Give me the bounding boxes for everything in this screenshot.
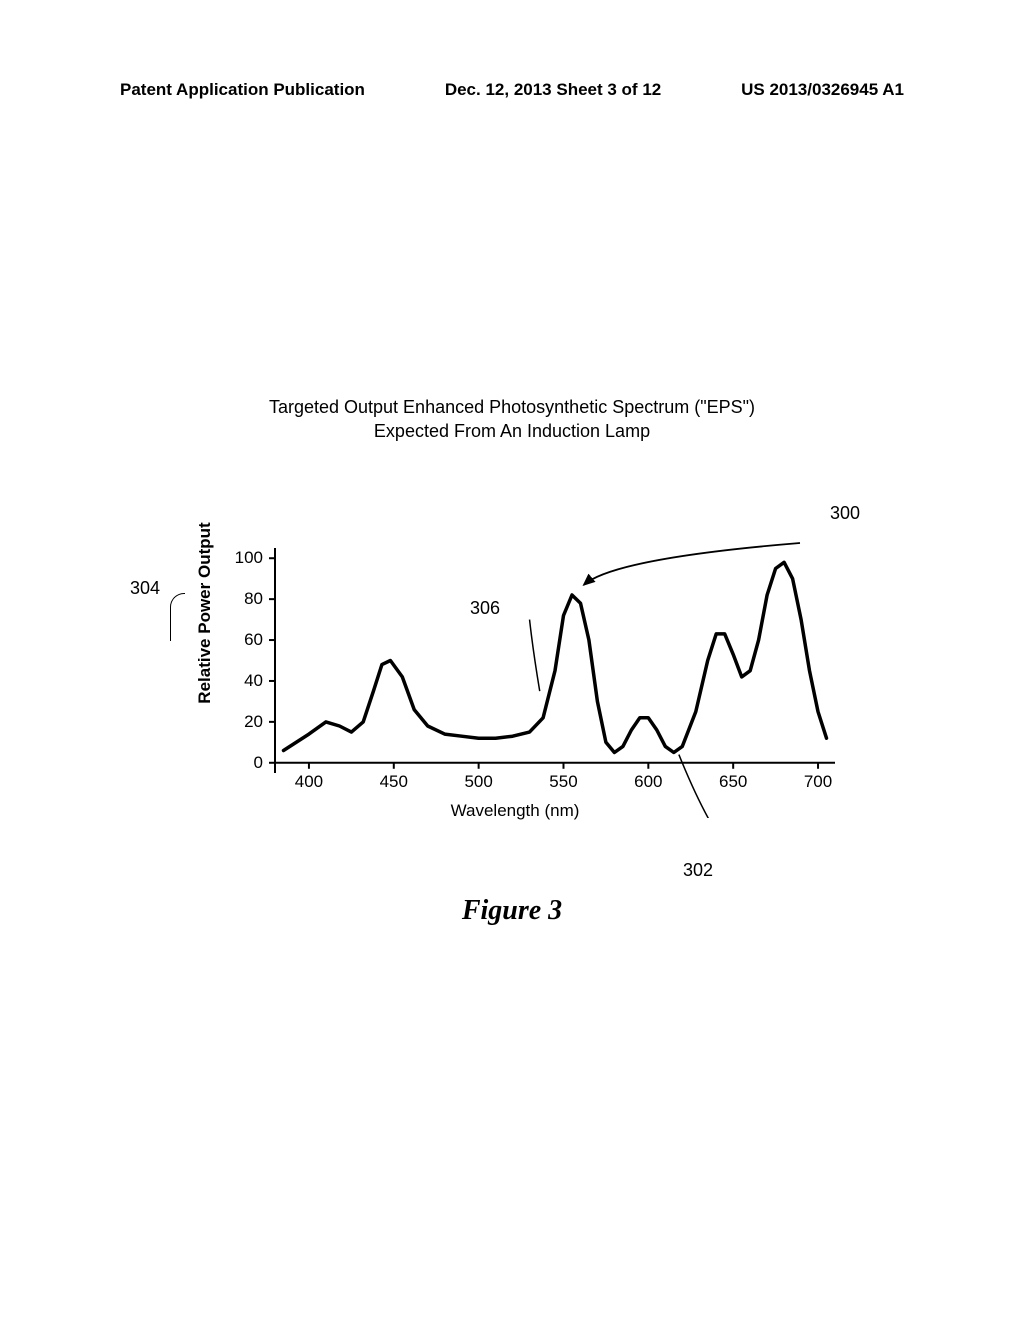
svg-text:650: 650 <box>719 772 747 791</box>
callout-304-pointer <box>170 593 185 641</box>
figure-caption: Figure 3 <box>0 895 1024 927</box>
chart-title: Targeted Output Enhanced Photosynthetic … <box>0 395 1024 444</box>
svg-text:60: 60 <box>244 630 263 649</box>
callout-300: 300 <box>830 503 860 524</box>
svg-text:0: 0 <box>254 753 263 772</box>
svg-text:550: 550 <box>549 772 577 791</box>
svg-text:450: 450 <box>380 772 408 791</box>
spectrum-chart: 0 20 40 60 80 100 400 450 500 550 600 650 700 <box>225 538 845 818</box>
chart-title-line1: Targeted Output Enhanced Photosynthetic … <box>0 395 1024 419</box>
header-left: Patent Application Publication <box>120 80 365 100</box>
chart-area: 304 Relative Power Output 300 306 020406… <box>155 493 875 873</box>
header-center: Dec. 12, 2013 Sheet 3 of 12 <box>445 80 661 100</box>
svg-text:80: 80 <box>244 589 263 608</box>
svg-text:700: 700 <box>804 772 832 791</box>
svg-text:600: 600 <box>634 772 662 791</box>
chart-title-line2: Expected From An Induction Lamp <box>0 419 1024 443</box>
page-header: Patent Application Publication Dec. 12, … <box>0 80 1024 100</box>
svg-text:500: 500 <box>464 772 492 791</box>
svg-text:40: 40 <box>244 671 263 690</box>
callout-302: 302 <box>683 860 713 881</box>
y-axis-label: Relative Power Output <box>195 432 215 613</box>
svg-text:20: 20 <box>244 712 263 731</box>
svg-text:100: 100 <box>235 548 263 567</box>
x-axis-label: Wavelength (nm) <box>451 801 580 821</box>
callout-304: 304 <box>130 578 160 599</box>
svg-text:400: 400 <box>295 772 323 791</box>
header-right: US 2013/0326945 A1 <box>741 80 904 100</box>
